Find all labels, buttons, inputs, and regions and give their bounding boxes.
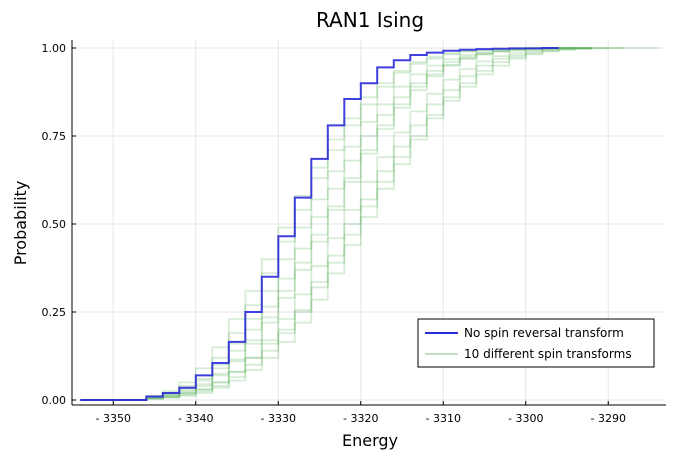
- x-tick-label: - 3290: [591, 412, 626, 425]
- axes: [71, 40, 666, 406]
- legend-label-transforms: 10 different spin transforms: [464, 347, 632, 361]
- series-line-transform-5: [80, 47, 592, 401]
- series-line-transform-10: [80, 47, 592, 401]
- x-tick-label: - 3310: [426, 412, 461, 425]
- x-tick-label: - 3320: [343, 412, 378, 425]
- series-line-transform-1: [80, 47, 592, 401]
- x-tick-label: - 3350: [96, 412, 131, 425]
- legend-box: [417, 318, 655, 368]
- series-line-transform-8: [80, 47, 592, 401]
- y-tick-label: 0.75: [42, 130, 67, 143]
- series-line-transform-6: [80, 47, 625, 401]
- y-tick-labels: 0.00 0.25 0.50 0.75 1.00: [42, 42, 67, 407]
- chart-title: RAN1 Ising: [316, 8, 424, 32]
- y-tick-label: 0.25: [42, 306, 67, 319]
- legend-label-main: No spin reversal transform: [464, 326, 624, 340]
- x-tick-labels: - 3350 - 3340 - 3330 - 3320 - 3310 - 3300 - 32…: [96, 412, 626, 425]
- series-lines: [80, 47, 658, 401]
- series-line-main: [80, 47, 559, 401]
- legend: No spin reversal transform 10 different …: [417, 318, 655, 368]
- x-tick-label: - 3300: [508, 412, 543, 425]
- y-tick-label: 0.00: [42, 394, 67, 407]
- y-tick-label: 1.00: [42, 42, 67, 55]
- series-line-transform-3: [80, 47, 609, 401]
- x-tick-label: - 3330: [261, 412, 296, 425]
- x-tick-label: - 3340: [178, 412, 213, 425]
- y-axis-label: Probability: [11, 181, 30, 266]
- series-line-transform-2: [80, 47, 592, 401]
- x-axis-label: Energy: [342, 431, 398, 450]
- y-tick-label: 0.50: [42, 218, 67, 231]
- grid-lines: [72, 40, 666, 405]
